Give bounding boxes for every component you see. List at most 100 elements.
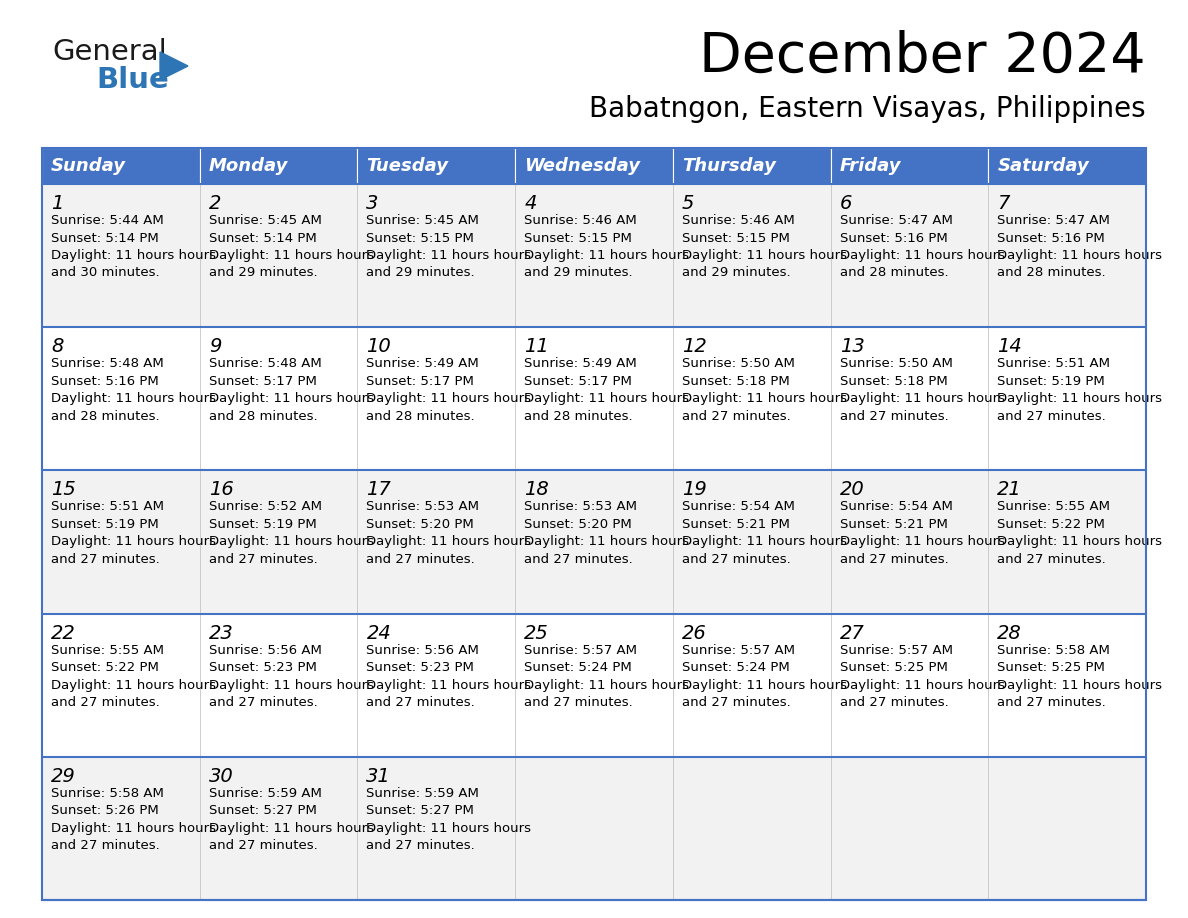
Bar — [516, 470, 672, 613]
Text: 16: 16 — [209, 480, 234, 499]
Text: Sunset: 5:18 PM: Sunset: 5:18 PM — [840, 375, 947, 387]
Bar — [830, 756, 988, 900]
Text: Daylight: 11 hours hours: Daylight: 11 hours hours — [682, 535, 847, 548]
Text: General: General — [52, 38, 166, 66]
Text: 27: 27 — [840, 623, 865, 643]
Text: and 28 minutes.: and 28 minutes. — [524, 409, 633, 422]
Text: Sunrise: 5:46 AM: Sunrise: 5:46 AM — [682, 214, 795, 227]
Bar — [988, 613, 1146, 756]
Bar — [672, 470, 830, 613]
Text: Daylight: 11 hours hours: Daylight: 11 hours hours — [209, 392, 374, 405]
Text: 4: 4 — [524, 194, 537, 213]
Text: and 27 minutes.: and 27 minutes. — [997, 553, 1106, 565]
Text: December 2024: December 2024 — [700, 30, 1146, 84]
Bar — [358, 470, 516, 613]
Text: 18: 18 — [524, 480, 549, 499]
Text: Daylight: 11 hours hours: Daylight: 11 hours hours — [840, 678, 1005, 691]
Polygon shape — [160, 52, 188, 80]
Text: Daylight: 11 hours hours: Daylight: 11 hours hours — [366, 678, 531, 691]
Bar — [358, 613, 516, 756]
Text: and 27 minutes.: and 27 minutes. — [997, 409, 1106, 422]
Text: and 27 minutes.: and 27 minutes. — [840, 696, 948, 709]
Text: and 27 minutes.: and 27 minutes. — [997, 696, 1106, 709]
Text: Sunrise: 5:53 AM: Sunrise: 5:53 AM — [366, 500, 480, 513]
Text: Sunset: 5:17 PM: Sunset: 5:17 PM — [209, 375, 316, 387]
Text: Sunset: 5:25 PM: Sunset: 5:25 PM — [997, 661, 1105, 674]
Text: 17: 17 — [366, 480, 391, 499]
Text: and 27 minutes.: and 27 minutes. — [51, 553, 159, 565]
Bar — [988, 470, 1146, 613]
Text: Sunrise: 5:47 AM: Sunrise: 5:47 AM — [840, 214, 953, 227]
Text: Sunrise: 5:52 AM: Sunrise: 5:52 AM — [209, 500, 322, 513]
Text: Daylight: 11 hours hours: Daylight: 11 hours hours — [366, 249, 531, 262]
Text: Friday: Friday — [840, 157, 901, 175]
Text: 31: 31 — [366, 767, 391, 786]
Text: Sunrise: 5:55 AM: Sunrise: 5:55 AM — [51, 644, 164, 656]
Text: Sunrise: 5:45 AM: Sunrise: 5:45 AM — [209, 214, 322, 227]
Text: Sunset: 5:19 PM: Sunset: 5:19 PM — [997, 375, 1105, 387]
Text: Sunrise: 5:56 AM: Sunrise: 5:56 AM — [366, 644, 479, 656]
Text: Sunset: 5:21 PM: Sunset: 5:21 PM — [840, 518, 948, 531]
Bar — [516, 613, 672, 756]
Text: Daylight: 11 hours hours: Daylight: 11 hours hours — [51, 392, 216, 405]
Bar — [988, 184, 1146, 327]
Text: Sunset: 5:16 PM: Sunset: 5:16 PM — [51, 375, 159, 387]
Text: and 27 minutes.: and 27 minutes. — [840, 553, 948, 565]
Bar — [42, 613, 200, 756]
Text: Sunrise: 5:53 AM: Sunrise: 5:53 AM — [524, 500, 637, 513]
Text: 29: 29 — [51, 767, 76, 786]
Bar — [830, 613, 988, 756]
Text: Sunrise: 5:59 AM: Sunrise: 5:59 AM — [366, 787, 479, 800]
Bar — [672, 184, 830, 327]
Text: Daylight: 11 hours hours: Daylight: 11 hours hours — [209, 822, 374, 834]
Text: Daylight: 11 hours hours: Daylight: 11 hours hours — [51, 822, 216, 834]
Text: Sunset: 5:24 PM: Sunset: 5:24 PM — [524, 661, 632, 674]
Text: 30: 30 — [209, 767, 234, 786]
Text: Daylight: 11 hours hours: Daylight: 11 hours hours — [524, 535, 689, 548]
Text: Sunrise: 5:54 AM: Sunrise: 5:54 AM — [682, 500, 795, 513]
Bar — [358, 327, 516, 470]
Text: Daylight: 11 hours hours: Daylight: 11 hours hours — [682, 249, 847, 262]
Text: and 27 minutes.: and 27 minutes. — [209, 839, 317, 852]
Text: and 27 minutes.: and 27 minutes. — [366, 839, 475, 852]
Bar — [830, 470, 988, 613]
Text: 19: 19 — [682, 480, 707, 499]
Text: Sunset: 5:15 PM: Sunset: 5:15 PM — [524, 231, 632, 244]
Bar — [516, 756, 672, 900]
Text: Sunset: 5:24 PM: Sunset: 5:24 PM — [682, 661, 790, 674]
Text: and 29 minutes.: and 29 minutes. — [682, 266, 790, 279]
Text: Sunrise: 5:49 AM: Sunrise: 5:49 AM — [366, 357, 479, 370]
Text: and 27 minutes.: and 27 minutes. — [51, 696, 159, 709]
Text: Sunset: 5:14 PM: Sunset: 5:14 PM — [51, 231, 159, 244]
Text: 26: 26 — [682, 623, 707, 643]
Bar — [516, 184, 672, 327]
Text: Sunday: Sunday — [51, 157, 126, 175]
Text: Sunrise: 5:51 AM: Sunrise: 5:51 AM — [997, 357, 1111, 370]
Text: Sunset: 5:20 PM: Sunset: 5:20 PM — [366, 518, 474, 531]
Text: Sunrise: 5:54 AM: Sunrise: 5:54 AM — [840, 500, 953, 513]
Text: Sunrise: 5:45 AM: Sunrise: 5:45 AM — [366, 214, 479, 227]
Text: Daylight: 11 hours hours: Daylight: 11 hours hours — [366, 535, 531, 548]
Bar — [42, 327, 200, 470]
Text: 5: 5 — [682, 194, 694, 213]
Text: Sunrise: 5:50 AM: Sunrise: 5:50 AM — [682, 357, 795, 370]
Text: Sunrise: 5:48 AM: Sunrise: 5:48 AM — [209, 357, 322, 370]
Text: Daylight: 11 hours hours: Daylight: 11 hours hours — [366, 392, 531, 405]
Text: Sunset: 5:20 PM: Sunset: 5:20 PM — [524, 518, 632, 531]
Text: 28: 28 — [997, 623, 1022, 643]
Bar — [830, 327, 988, 470]
Text: Daylight: 11 hours hours: Daylight: 11 hours hours — [209, 678, 374, 691]
Text: and 27 minutes.: and 27 minutes. — [366, 696, 475, 709]
Text: 10: 10 — [366, 337, 391, 356]
Text: Sunset: 5:17 PM: Sunset: 5:17 PM — [524, 375, 632, 387]
Text: Daylight: 11 hours hours: Daylight: 11 hours hours — [682, 678, 847, 691]
Text: 22: 22 — [51, 623, 76, 643]
Text: Daylight: 11 hours hours: Daylight: 11 hours hours — [209, 535, 374, 548]
Bar — [672, 756, 830, 900]
Text: Wednesday: Wednesday — [524, 157, 640, 175]
Bar — [200, 184, 358, 327]
Text: 23: 23 — [209, 623, 234, 643]
Text: and 27 minutes.: and 27 minutes. — [682, 409, 790, 422]
Text: Sunset: 5:15 PM: Sunset: 5:15 PM — [682, 231, 790, 244]
Text: and 27 minutes.: and 27 minutes. — [682, 553, 790, 565]
